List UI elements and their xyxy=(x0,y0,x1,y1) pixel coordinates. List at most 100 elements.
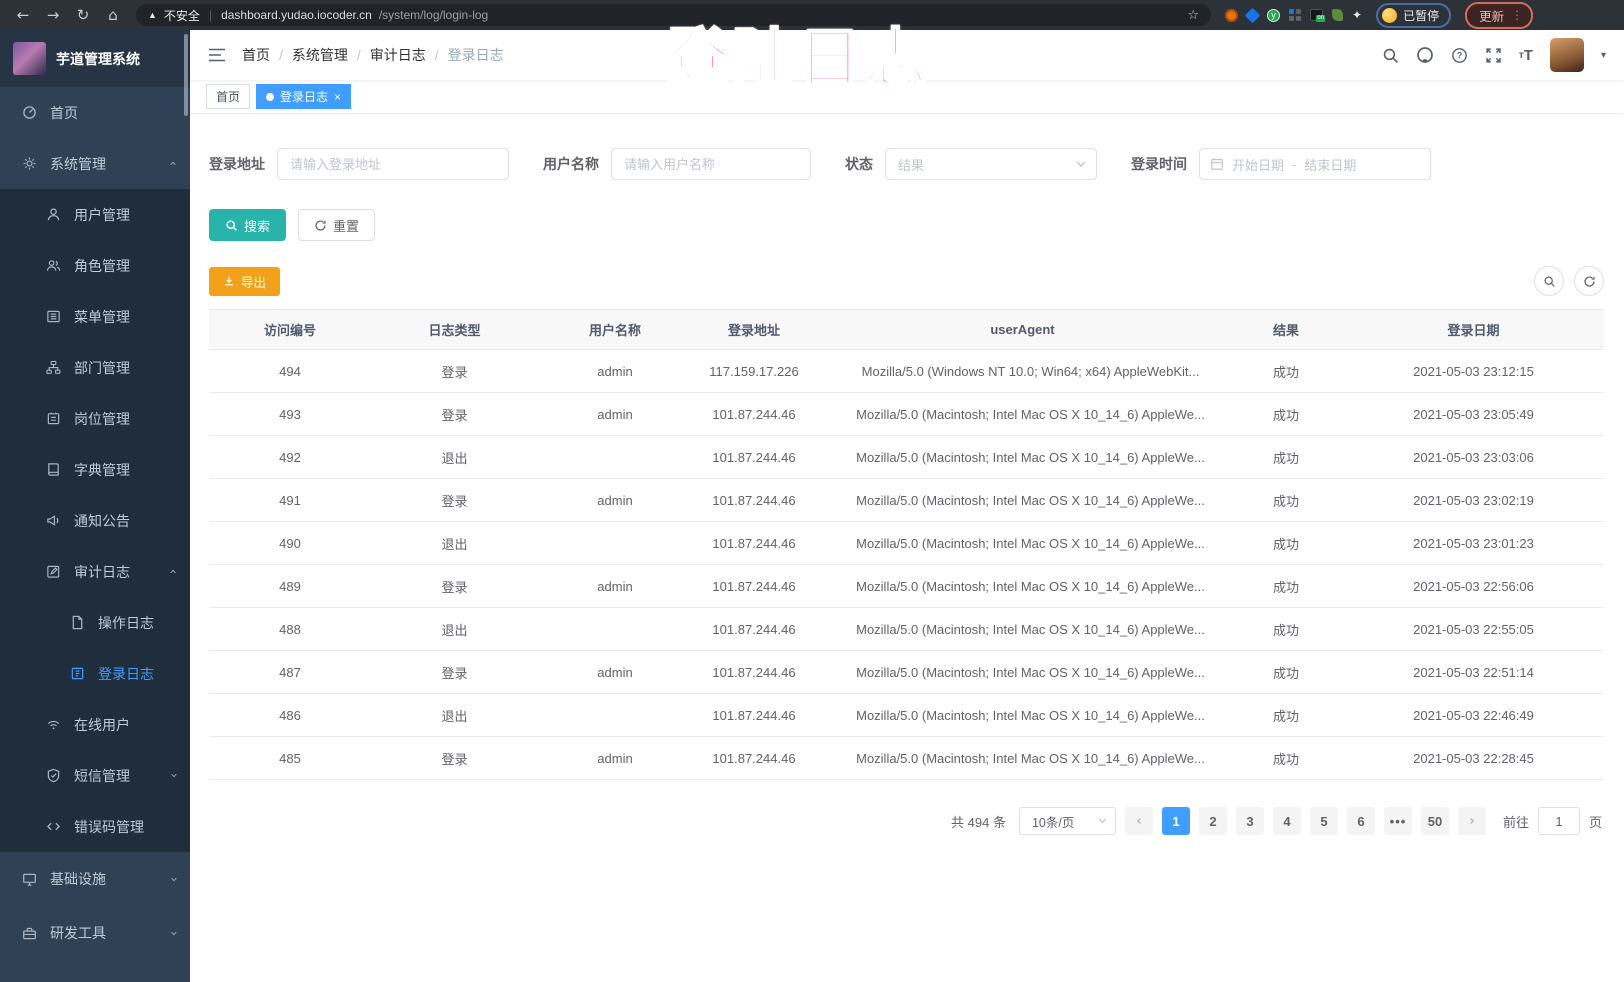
sidebar-item-system[interactable]: 系统管理 › xyxy=(0,138,190,189)
sidebar-item-notice[interactable]: 通知公告 xyxy=(0,495,190,546)
col-username: 用户名称 xyxy=(538,309,692,350)
sidebar-item-posts[interactable]: 岗位管理 xyxy=(0,393,190,444)
badge-icon xyxy=(45,411,61,427)
page-button-3[interactable]: 3 xyxy=(1235,807,1264,835)
github-icon[interactable] xyxy=(1416,46,1434,64)
status-select[interactable]: 结果 xyxy=(885,148,1097,180)
extension-icon-list-on[interactable]: on xyxy=(1310,9,1325,22)
page-button-4[interactable]: 4 xyxy=(1272,807,1301,835)
sidebar-item-operation-log[interactable]: 操作日志 xyxy=(0,597,190,648)
sidebar-item-label: 字典管理 xyxy=(74,461,130,478)
prev-page-button[interactable]: ‹ xyxy=(1124,807,1153,835)
fullscreen-icon[interactable] xyxy=(1485,47,1502,64)
chevron-down-icon xyxy=(1098,818,1107,824)
sidebar-item-online-users[interactable]: 在线用户 xyxy=(0,699,190,750)
sidebar-item-sms[interactable]: 短信管理 › xyxy=(0,750,190,801)
sidebar-item-audit-log[interactable]: 审计日志 › xyxy=(0,546,190,597)
breadcrumb-item[interactable]: 审计日志 xyxy=(369,47,426,63)
page-button-1[interactable]: 1 xyxy=(1161,807,1190,835)
page-size-select[interactable]: 10条/页 xyxy=(1018,807,1116,835)
security-warning-icon[interactable]: ▲ xyxy=(148,10,157,20)
breadcrumb-item[interactable]: 系统管理 xyxy=(291,47,348,63)
sidebar-item-infrastructure[interactable]: 基础设施 › xyxy=(0,852,190,906)
sidebar-item-users[interactable]: 用户管理 xyxy=(0,189,190,240)
reset-button[interactable]: 重置 xyxy=(298,209,376,241)
address-bar[interactable]: ▲ 不安全 | dashboard.yudao.iocoder.cn/syste… xyxy=(136,4,1211,26)
login-address-input[interactable] xyxy=(277,148,509,180)
sidebar-item-roles[interactable]: 角色管理 xyxy=(0,240,190,291)
breadcrumb-item[interactable]: 首页 xyxy=(242,47,270,63)
search-icon[interactable] xyxy=(1382,47,1399,64)
refresh-table-button[interactable] xyxy=(1574,266,1604,296)
browser-home-icon[interactable]: ⌂ xyxy=(108,6,118,24)
browser-reload-icon[interactable]: ↻ xyxy=(76,6,90,24)
total-count: 共 494 条 xyxy=(951,814,1006,830)
table-row: 487 登录 admin 101.87.244.46 Mozilla/5.0 (Maci… xyxy=(209,650,1604,694)
chevron-up-icon: › xyxy=(165,160,181,167)
next-page-button[interactable]: › xyxy=(1457,807,1486,835)
sidebar-item-dev-tools[interactable]: 研发工具 › xyxy=(0,906,190,960)
calendar-icon xyxy=(1210,157,1224,171)
help-icon[interactable]: ? xyxy=(1451,47,1468,64)
breadcrumb: 首页 / 系统管理 / 审计日志 / 登录日志 xyxy=(242,45,504,65)
sidebar-item-label: 基础设施 xyxy=(50,871,106,887)
sidebar-item-label: 审计日志 xyxy=(74,563,130,580)
page-button-50[interactable]: 50 xyxy=(1420,807,1449,835)
more-pages-button[interactable]: ••• xyxy=(1383,807,1412,835)
username-label: 用户名称 xyxy=(543,156,599,172)
hamburger-icon[interactable] xyxy=(208,47,226,63)
security-warning-label[interactable]: 不安全 xyxy=(163,8,200,23)
date-range-picker[interactable]: 开始日期 - 结束日期 xyxy=(1199,148,1431,180)
extension-icon-sprout[interactable] xyxy=(1332,9,1343,21)
extension-icon-gem[interactable] xyxy=(1244,7,1261,23)
search-button[interactable]: 搜索 xyxy=(209,209,287,241)
user-avatar[interactable] xyxy=(1549,38,1584,72)
page-button-5[interactable]: 5 xyxy=(1309,807,1338,835)
extension-icon-grid[interactable] xyxy=(1289,9,1301,21)
username-input[interactable] xyxy=(611,148,811,180)
extension-icon-green[interactable]: y xyxy=(1267,8,1280,22)
extensions-puzzle-icon[interactable]: ✦ xyxy=(1352,8,1363,22)
col-login-address: 登录地址 xyxy=(692,309,816,350)
tag-login-log[interactable]: 登录日志 × xyxy=(256,84,352,109)
document-icon xyxy=(69,615,85,631)
extension-icon-orange[interactable] xyxy=(1225,8,1238,22)
gear-icon xyxy=(21,156,37,172)
breadcrumb-current: 登录日志 xyxy=(447,47,504,63)
tag-label: 首页 xyxy=(216,90,241,104)
end-date-placeholder[interactable]: 结束日期 xyxy=(1304,157,1357,173)
col-log-type: 日志类型 xyxy=(371,309,538,350)
start-date-placeholder[interactable]: 开始日期 xyxy=(1232,157,1285,173)
close-icon[interactable]: × xyxy=(334,89,342,104)
chevron-down-icon: › xyxy=(165,876,181,882)
sidebar-item-error-codes[interactable]: 错误码管理 xyxy=(0,801,190,852)
sidebar-item-home[interactable]: 首页 xyxy=(0,87,190,138)
page-button-6[interactable]: 6 xyxy=(1346,807,1375,835)
table-row: 492 退出 101.87.244.46 Mozilla/5.0 (Macintosh… xyxy=(209,435,1604,479)
shield-check-icon xyxy=(45,768,61,784)
page-button-2[interactable]: 2 xyxy=(1198,807,1227,835)
export-button[interactable]: 导出 xyxy=(209,266,281,296)
toggle-search-button[interactable] xyxy=(1534,266,1564,296)
browser-forward-icon[interactable]: → xyxy=(46,6,60,24)
avatar-caret-icon[interactable]: ▾ xyxy=(1600,49,1606,61)
status-label: 状态 xyxy=(845,156,873,172)
tag-home[interactable]: 首页 xyxy=(206,84,251,109)
goto-page-input[interactable] xyxy=(1537,807,1580,835)
tag-label: 登录日志 xyxy=(280,90,329,104)
browser-menu-icon[interactable]: ⋮ xyxy=(1511,8,1524,22)
browser-update-button[interactable]: 更新 ⋮ xyxy=(1465,1,1534,29)
browser-back-icon[interactable]: ← xyxy=(16,6,30,24)
sidebar-item-dictionary[interactable]: 字典管理 xyxy=(0,444,190,495)
table-row: 489 登录 admin 101.87.244.46 Mozilla/5.0 (Maci… xyxy=(209,564,1604,608)
bookmark-star-icon[interactable]: ☆ xyxy=(1187,7,1199,22)
page-size-value: 10条/页 xyxy=(1031,815,1075,830)
search-icon xyxy=(225,219,238,232)
sidebar-item-login-log[interactable]: 登录日志 xyxy=(0,648,190,699)
sidebar-logo[interactable]: 芋道管理系统 xyxy=(0,30,190,87)
sidebar-item-label: 通知公告 xyxy=(74,512,130,529)
profile-paused-badge[interactable]: 已暂停 xyxy=(1376,2,1452,28)
sidebar-item-departments[interactable]: 部门管理 xyxy=(0,342,190,393)
sidebar-item-menus[interactable]: 菜单管理 xyxy=(0,291,190,342)
